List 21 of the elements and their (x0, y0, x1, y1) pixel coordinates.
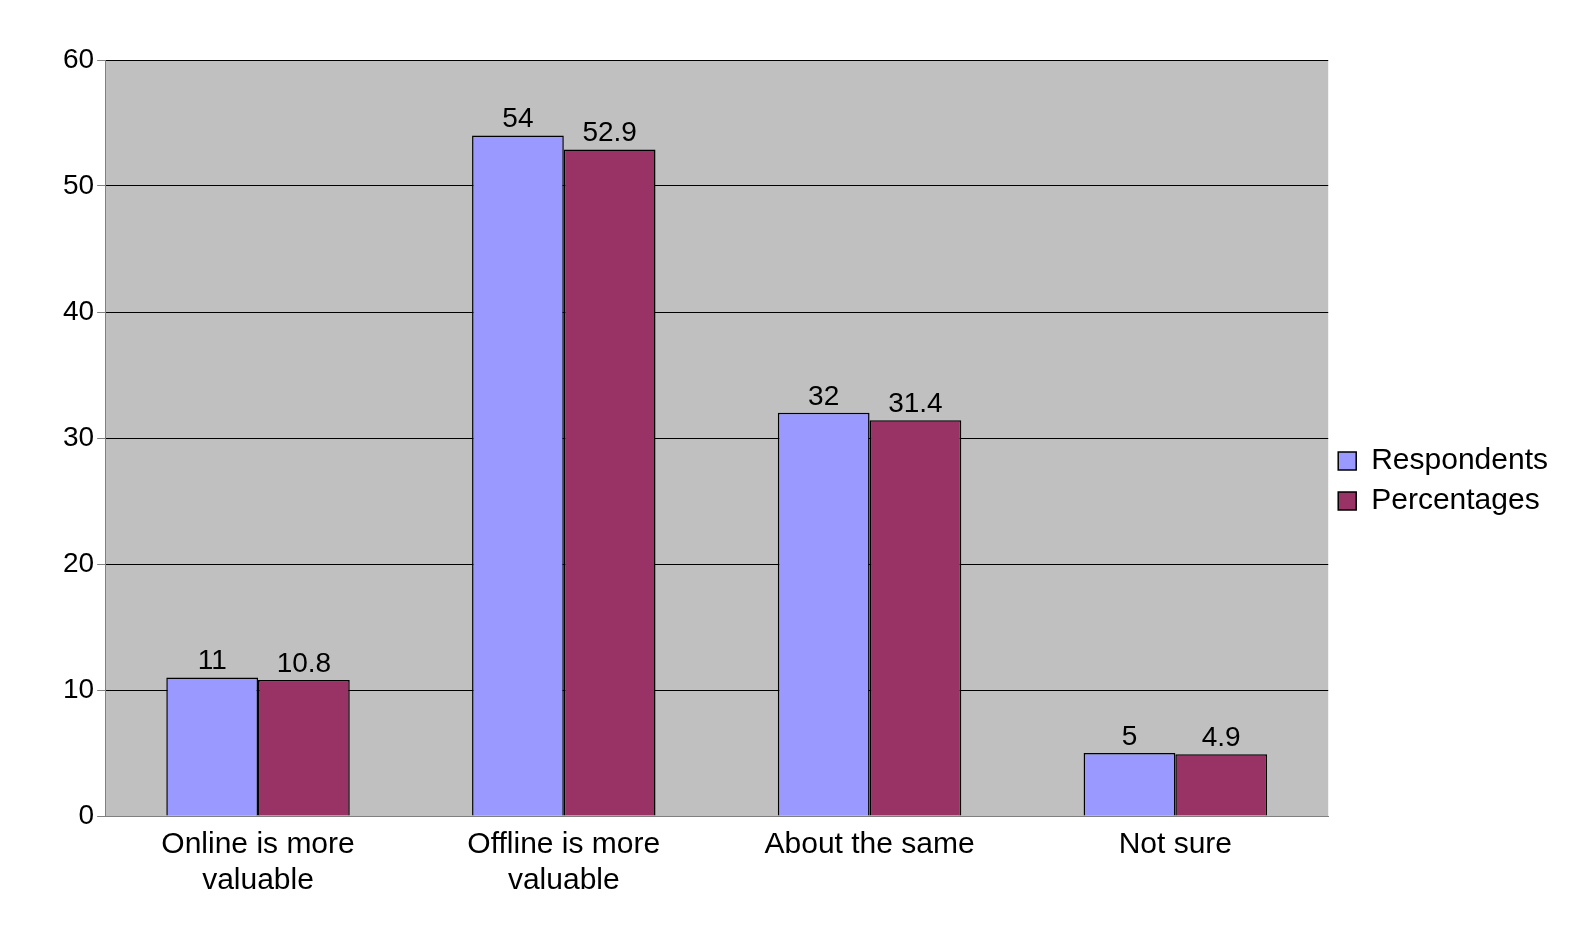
legend-label: Percentages (1371, 482, 1540, 516)
y-tick-label: 60 (62, 42, 95, 74)
y-tick-label: 20 (62, 546, 95, 578)
data-label: 31.4 (888, 387, 943, 419)
x-tick-label: Online is more valuable (161, 826, 355, 896)
y-tick-label: 10 (62, 672, 95, 704)
data-label: 10.8 (276, 646, 332, 678)
y-tick-label: 40 (62, 294, 95, 326)
data-label: 32 (808, 379, 840, 411)
y-tick-label: 30 (62, 420, 95, 452)
x-tick-label: Offline is more valuable (467, 826, 661, 896)
data-label: 52.9 (582, 116, 637, 148)
x-tick-label: Not sure (1118, 826, 1233, 860)
y-tick-label: 50 (62, 168, 95, 200)
x-tick-label: About the same (764, 826, 975, 860)
data-label: 11 (197, 644, 227, 676)
legend-label: Respondents (1371, 442, 1548, 476)
data-label: 5 (1121, 719, 1138, 751)
data-label: 54 (502, 102, 534, 134)
data-label: 4.9 (1201, 720, 1241, 752)
y-tick-label: 0 (78, 798, 95, 830)
